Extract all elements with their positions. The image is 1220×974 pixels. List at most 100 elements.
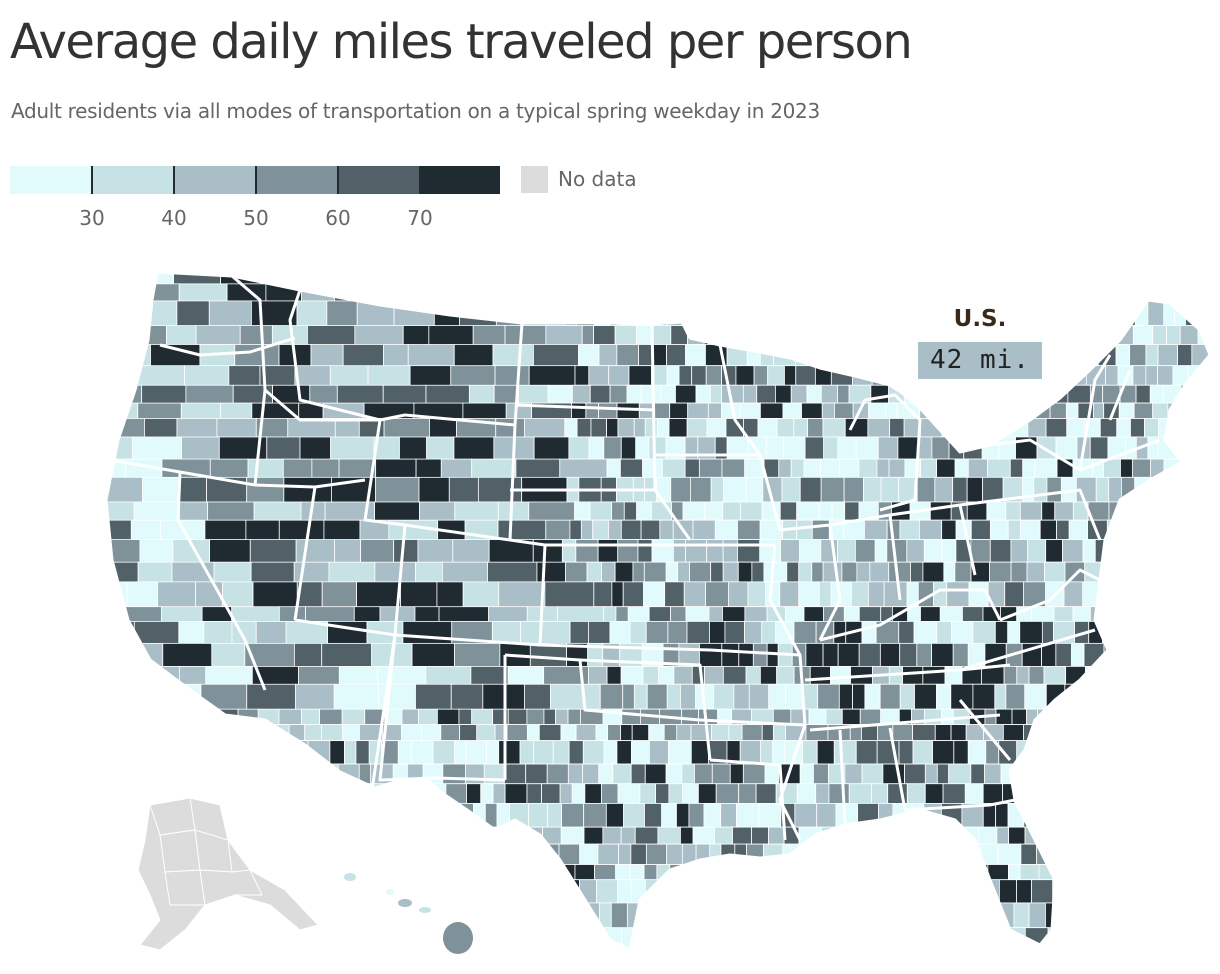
county-cell <box>744 606 768 622</box>
county-cell <box>1020 843 1038 865</box>
county-cell <box>1196 476 1210 503</box>
county-cell <box>816 879 832 904</box>
county-cell <box>375 864 388 881</box>
county-cell <box>916 642 932 667</box>
county-cell <box>745 864 763 881</box>
county-cell <box>1191 708 1203 725</box>
county-cell <box>683 581 706 608</box>
county-cell <box>1010 561 1028 583</box>
county-cell <box>1132 708 1151 725</box>
county-cell <box>784 946 805 950</box>
county-cell <box>106 803 122 828</box>
county-cell <box>892 843 910 865</box>
county-cell <box>926 283 943 302</box>
county-cell <box>1160 642 1176 667</box>
county-cell <box>487 561 538 585</box>
county-cell <box>991 418 1007 438</box>
county-cell <box>704 665 724 685</box>
county-cell <box>1123 879 1142 904</box>
county-cell <box>823 902 836 929</box>
county-cell <box>1107 864 1124 881</box>
county-cell <box>152 724 171 742</box>
county-cell <box>768 826 785 845</box>
county-cell <box>887 272 905 285</box>
county-cell <box>1054 843 1074 865</box>
county-cell <box>883 927 899 948</box>
county-cell <box>1157 501 1172 521</box>
county-cell <box>1045 325 1061 345</box>
county-cell <box>1113 879 1125 904</box>
county-cell <box>867 325 881 345</box>
county-cell <box>968 581 989 608</box>
county-cell <box>393 803 406 828</box>
county-cell <box>1214 403 1220 418</box>
county-cell <box>1169 519 1190 540</box>
county-cell <box>1197 300 1210 326</box>
county-cell <box>984 763 1002 785</box>
county-cell <box>106 325 125 346</box>
county-cell <box>989 946 1006 950</box>
county-cell <box>213 561 252 584</box>
county-cell <box>900 325 913 345</box>
county-cell <box>811 519 830 540</box>
county-cell <box>999 879 1017 904</box>
county-cell <box>1130 665 1146 685</box>
county-cell <box>644 803 663 828</box>
county-cell <box>526 708 545 725</box>
county-cell <box>1201 864 1210 881</box>
county-cell <box>1191 418 1210 438</box>
county-cell <box>706 539 724 563</box>
county-cell <box>782 402 802 419</box>
county-cell <box>617 879 632 904</box>
county-cell <box>646 902 671 929</box>
county-cell <box>663 724 678 742</box>
county-cell <box>1211 928 1220 947</box>
county-cell <box>1134 843 1148 865</box>
county-cell <box>1072 927 1093 948</box>
county-cell <box>571 783 586 804</box>
county-cell <box>488 606 528 624</box>
county-cell <box>879 683 901 710</box>
county-cell <box>1176 436 1195 460</box>
county-cell <box>139 539 174 564</box>
county-cell <box>858 642 881 667</box>
county-cell <box>598 402 618 419</box>
county-cell <box>547 384 573 405</box>
county-cell <box>506 724 528 742</box>
county-cell <box>339 783 354 804</box>
county-cell <box>685 539 708 563</box>
county-cell <box>227 927 248 948</box>
county-cell <box>514 927 532 948</box>
county-cell <box>735 365 755 386</box>
county-cell <box>1129 621 1146 644</box>
county-cell <box>643 581 666 608</box>
county-cell <box>1131 458 1151 478</box>
county-cell <box>525 902 545 929</box>
county-cell <box>1073 300 1098 326</box>
county-cell <box>838 683 853 710</box>
county-cell <box>106 561 139 583</box>
county-cell <box>1188 763 1201 785</box>
county-cell <box>445 783 467 804</box>
county-cell <box>985 272 1006 285</box>
county-cell <box>611 581 624 608</box>
county-cell <box>931 436 950 460</box>
county-cell <box>279 803 295 828</box>
county-cell <box>876 272 889 285</box>
county-cell <box>1163 864 1178 881</box>
county-cell <box>648 606 671 622</box>
county-cell <box>611 501 625 521</box>
county-cell <box>273 826 289 845</box>
county-cell <box>646 683 668 710</box>
county-cell <box>1022 458 1036 478</box>
county-cell <box>1115 344 1131 367</box>
state-border <box>176 471 267 691</box>
county-cell <box>805 642 824 667</box>
county-cell <box>1188 683 1203 710</box>
county-cell <box>137 402 182 422</box>
county-cell <box>1149 708 1167 725</box>
county-cell <box>141 708 156 725</box>
county-cell <box>669 272 690 285</box>
county-cell <box>635 946 658 950</box>
county-cell <box>1093 826 1107 845</box>
